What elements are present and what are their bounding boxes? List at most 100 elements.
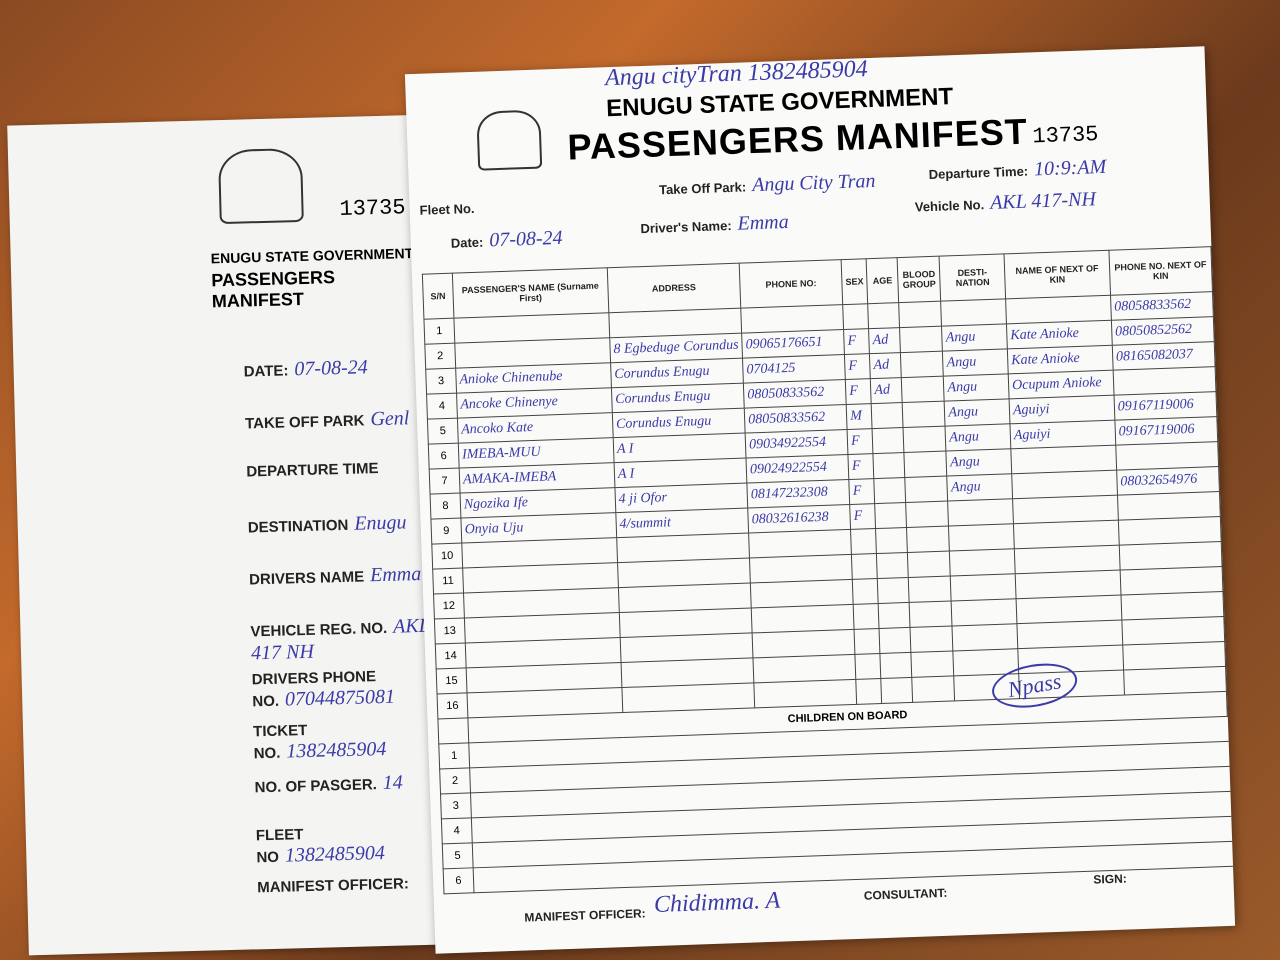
table-cell: 08050833562 [744,404,848,434]
serial-number: 16 [437,692,468,719]
table-cell [1023,819,1130,849]
handwritten-entry: Aguiyi [1012,401,1050,419]
table-cell [740,304,844,334]
table-cell [758,804,862,833]
table-cell [878,602,911,629]
table-cell: Ad [869,352,902,379]
handwritten-entry: 09034922554 [748,434,827,453]
column-header: S/N [422,273,454,320]
handwritten-entry: 0704125 [746,360,796,378]
column-header: AGE [866,257,899,304]
field-label: DEPARTURE TIME [246,460,379,481]
main-page: Angu cityTran 1382485904 ENUGU STATE GOV… [404,46,1236,954]
table-cell [950,573,1017,601]
table-cell [905,501,949,528]
table-cell [757,779,861,808]
field-value: 07-08-24 [294,356,368,381]
table-cell [750,579,854,608]
table-cell [1128,816,1232,845]
handwritten-entry: Angu [946,354,977,371]
serial-number: 4 [426,393,458,420]
table-cell [753,654,856,683]
handwritten-entry: Angu [949,429,980,446]
handwritten-entry: Kate Anioke [1010,350,1081,369]
field-value: 14 [382,771,404,795]
table-cell [885,802,917,829]
table-cell [860,803,887,830]
column-header: BLOOD GROUP [897,256,942,303]
table-cell [627,857,761,888]
table-cell [909,600,953,628]
field-label: Fleet No. [419,200,475,218]
serial-number: 2 [439,767,471,794]
handwritten-entry: 8 Egbeduge Corundus [613,337,739,358]
consultant-label: CONSULTANT: [863,885,948,903]
handwritten-entry: F [851,458,861,474]
handwritten-entry: M [850,408,863,424]
field-value: 1382485904 [286,737,387,763]
handwritten-entry: Angu [947,379,978,396]
table-cell [1125,716,1229,745]
table-cell [1112,366,1216,396]
table-cell: F [849,503,876,530]
table-cell [1123,666,1227,695]
table-cell [876,552,909,579]
table-cell [851,553,878,580]
sign-label: SIGN: [1093,871,1127,887]
table-cell [898,301,942,328]
column-header: PHONE NO: [739,259,843,309]
handwritten-entry: Corundus Enugu [614,388,711,408]
field-value: Enugu [354,511,407,535]
serial-number: 10 [431,543,463,570]
table-cell [906,526,950,553]
table-cell [850,528,877,555]
table-cell: 08050852562 [1111,316,1215,346]
table-cell: 09167119006 [1114,416,1218,446]
table-cell: Angu [943,373,1010,402]
serial-number: 5 [427,418,459,445]
handwritten-entry: F [853,508,863,524]
serial-number: 7 [429,468,460,495]
handwritten-entry: 09167119006 [1118,421,1195,440]
form-number: 13735 [1032,122,1099,150]
serial-number: 11 [432,568,464,595]
stub-field: FLEET NO 1382485904 [256,823,437,880]
table-cell [1120,591,1224,621]
table-cell: F [848,453,874,480]
handwritten-entry: Angu [948,404,979,421]
table-cell [753,679,857,708]
table-cell [901,376,945,403]
table-cell [1126,741,1230,770]
table-cell [903,451,948,478]
table-cell [751,604,855,633]
table-cell [867,302,900,329]
table-cell [749,554,853,583]
table-cell: Aguiyi [1009,420,1116,449]
table-cell: 08032616238 [747,504,851,534]
table-cell [911,675,955,703]
handwritten-entry: 4/summit [619,515,672,533]
handwritten-entry: Angu [950,479,981,496]
table-cell [437,717,469,744]
field-value: 07044875081 [284,685,396,711]
handwritten-entry: F [852,483,862,499]
serial-number: 6 [443,867,474,894]
handwritten-entry: Ancoke Chinenye [460,394,559,413]
table-cell [958,798,1024,826]
stub-field: NO. OF PASGER. 14 [254,771,435,828]
table-cell [1013,520,1120,549]
table-cell [947,498,1014,527]
field-label: Vehicle No. [914,197,985,215]
table-cell [879,627,911,654]
table-cell [955,723,1022,751]
table-cell [916,800,960,828]
serial-number: 13 [434,617,466,645]
handwritten-entry: Ngozika Ife [463,495,529,513]
table-cell [756,754,860,783]
table-cell [960,848,1026,876]
header-field: Driver's Name: Emma [640,211,789,239]
passenger-table: S/N PASSENGER'S NAME (Surname First) ADDRE… [422,246,1233,894]
table-cell: Kate Anioke [1006,320,1113,349]
table-cell: 08147232308 [746,479,850,509]
table-cell [759,854,863,883]
